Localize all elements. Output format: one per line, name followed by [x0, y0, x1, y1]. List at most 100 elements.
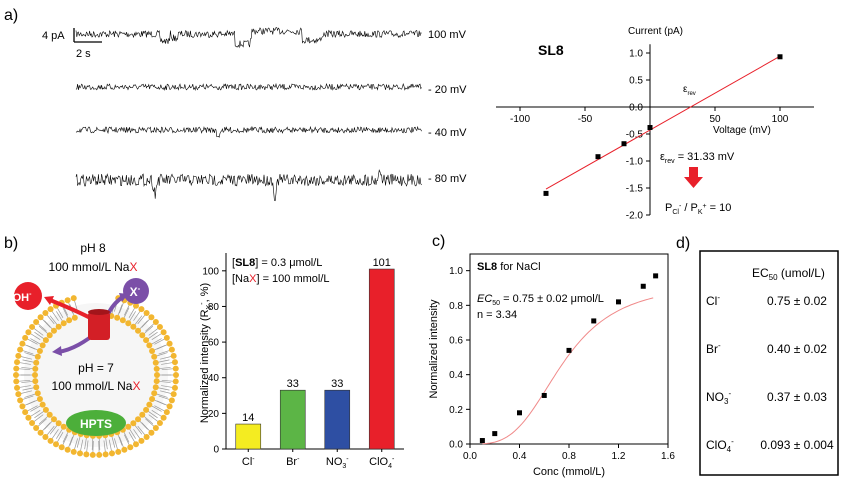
ec50-row-value-2: 0.37 ± 0.03 [767, 390, 827, 404]
lipid-head [34, 353, 41, 360]
iv-y-tick-label-1: -1.5 [626, 184, 644, 195]
ratio-s2: K [698, 209, 703, 216]
lipid-head [146, 342, 153, 349]
bar-y-tick-label-1: 20 [208, 409, 220, 420]
lipid-head [133, 302, 139, 309]
bar-legend-line1: [SL8] = 0.3 μmol/L [232, 257, 322, 269]
bar-legend-line2: [NaX] = 100 mmol/L [232, 273, 330, 285]
iv-fit-line [545, 55, 781, 190]
dose-point-8 [653, 273, 659, 279]
lipid-head [17, 346, 24, 353]
hpts-dye-shape [66, 410, 126, 436]
lipid-head [166, 340, 173, 347]
ec50-header-sub: 50 [769, 273, 778, 282]
lipid-head [130, 420, 137, 427]
bar-3 [368, 268, 395, 450]
lipid-head [36, 396, 43, 403]
outside-ph: pH 8 [80, 241, 106, 255]
lipid-head [135, 416, 142, 423]
dose-point-1 [492, 431, 498, 437]
dose-x-tick-label-2: 0.8 [562, 451, 576, 462]
iv-y-tick-label-3: -0.5 [626, 130, 644, 141]
vesicle-interior [24, 303, 168, 447]
dose-x-tick-label-0: 0.0 [463, 451, 477, 462]
dose-point-0 [479, 438, 485, 444]
lipid-head [96, 451, 103, 458]
lipid-head [13, 378, 20, 385]
lipid-head [53, 441, 59, 448]
ec50-header-ec: EC [752, 266, 769, 280]
bar-ylabel-main: Normalized intensity (R [199, 309, 211, 423]
lipid-head [70, 448, 77, 455]
lipid-head [171, 359, 178, 366]
ec50-table-frame [699, 250, 839, 476]
lipid-head [13, 365, 20, 372]
dose-y-tick-label-2: 0.4 [449, 370, 463, 381]
dose-y-tick-label-0: 0.0 [449, 440, 463, 451]
anion-sup: - [138, 284, 141, 293]
vesicle-schematic: pH 8 100 mmol/L NaX HPTS pH = 7 100 mmol… [13, 241, 179, 458]
lipid-head [37, 429, 44, 436]
current-trace-0 [75, 27, 422, 49]
lipid-head [152, 318, 159, 325]
dose-x-axis-label: Conc (mmol/L) [533, 466, 605, 478]
lipid-head [64, 297, 71, 304]
lipid-head [143, 433, 150, 440]
iv-erev-sub: rev [665, 158, 675, 165]
dose-fit-curve [482, 297, 654, 445]
ec50-row-ion-3: ClO4- [706, 437, 734, 454]
lipid-head [114, 314, 121, 321]
iv-point-3 [647, 125, 653, 131]
dose-legend-hill: n = 3.34 [477, 309, 517, 321]
lipid-head [119, 317, 126, 324]
lipid-head [22, 334, 29, 341]
dose-point-3 [541, 392, 547, 398]
iv-plot: SL8 Current (pA) Voltage (mV) εrev εrev … [496, 26, 814, 222]
dose-x-tick-label-1: 0.4 [513, 451, 527, 462]
iv-y-tick-label-6: 1.0 [629, 49, 643, 60]
dose-response-chart: SL8 for NaCl EC50 = 0.75 ± 0.02 μmol/L n… [428, 253, 675, 478]
lipid-head [160, 329, 167, 336]
lipid-head [83, 451, 90, 458]
scale-time-label: 2 s [76, 48, 91, 60]
lipid-head [25, 329, 32, 336]
panel-label-b: b) [4, 235, 18, 252]
iv-rev-marker: εrev [683, 84, 696, 97]
lipid-bilayer [13, 295, 179, 458]
lipid-head [64, 446, 71, 453]
lipid-head [149, 347, 156, 354]
ratio-sup1: - [679, 203, 682, 210]
dose-legend-title: SL8 for NaCl [477, 261, 541, 273]
lipid-head [163, 409, 170, 416]
dose-ec50-value: = 0.75 ± 0.02 μmol/L [500, 293, 604, 305]
anion-arrow-in-head [52, 346, 62, 356]
lipid-head [55, 420, 62, 427]
lipid-head [130, 323, 137, 330]
lipid-head [156, 420, 163, 427]
lipid-head [32, 372, 38, 378]
lipid-head [138, 306, 145, 313]
inside-salt-prefix: 100 mmol/L Na [52, 379, 133, 393]
lipid-head [42, 433, 49, 440]
anion-label: X- [130, 284, 141, 299]
lipid-head [76, 450, 83, 457]
iv-title: SL8 [538, 42, 564, 58]
current-trace-1 [75, 82, 422, 91]
lipid-head [115, 448, 122, 455]
lipid-head [19, 340, 26, 347]
lipid-head [39, 342, 46, 349]
lipid-head [14, 384, 21, 391]
bar-legend-x: X [249, 273, 257, 285]
lipid-head [46, 332, 53, 339]
iv-x-tick-label-3: 50 [709, 114, 721, 125]
lipid-head [153, 378, 160, 385]
voltage-label-minus80: - 80 mV [428, 173, 467, 185]
dose-point-7 [640, 283, 646, 289]
lipid-head [13, 372, 19, 378]
arrow-down-icon [684, 167, 703, 188]
outside-salt-anion: X [129, 260, 137, 274]
lipid-head [36, 347, 43, 354]
iv-point-2 [621, 141, 627, 147]
lipid-head [168, 397, 175, 404]
